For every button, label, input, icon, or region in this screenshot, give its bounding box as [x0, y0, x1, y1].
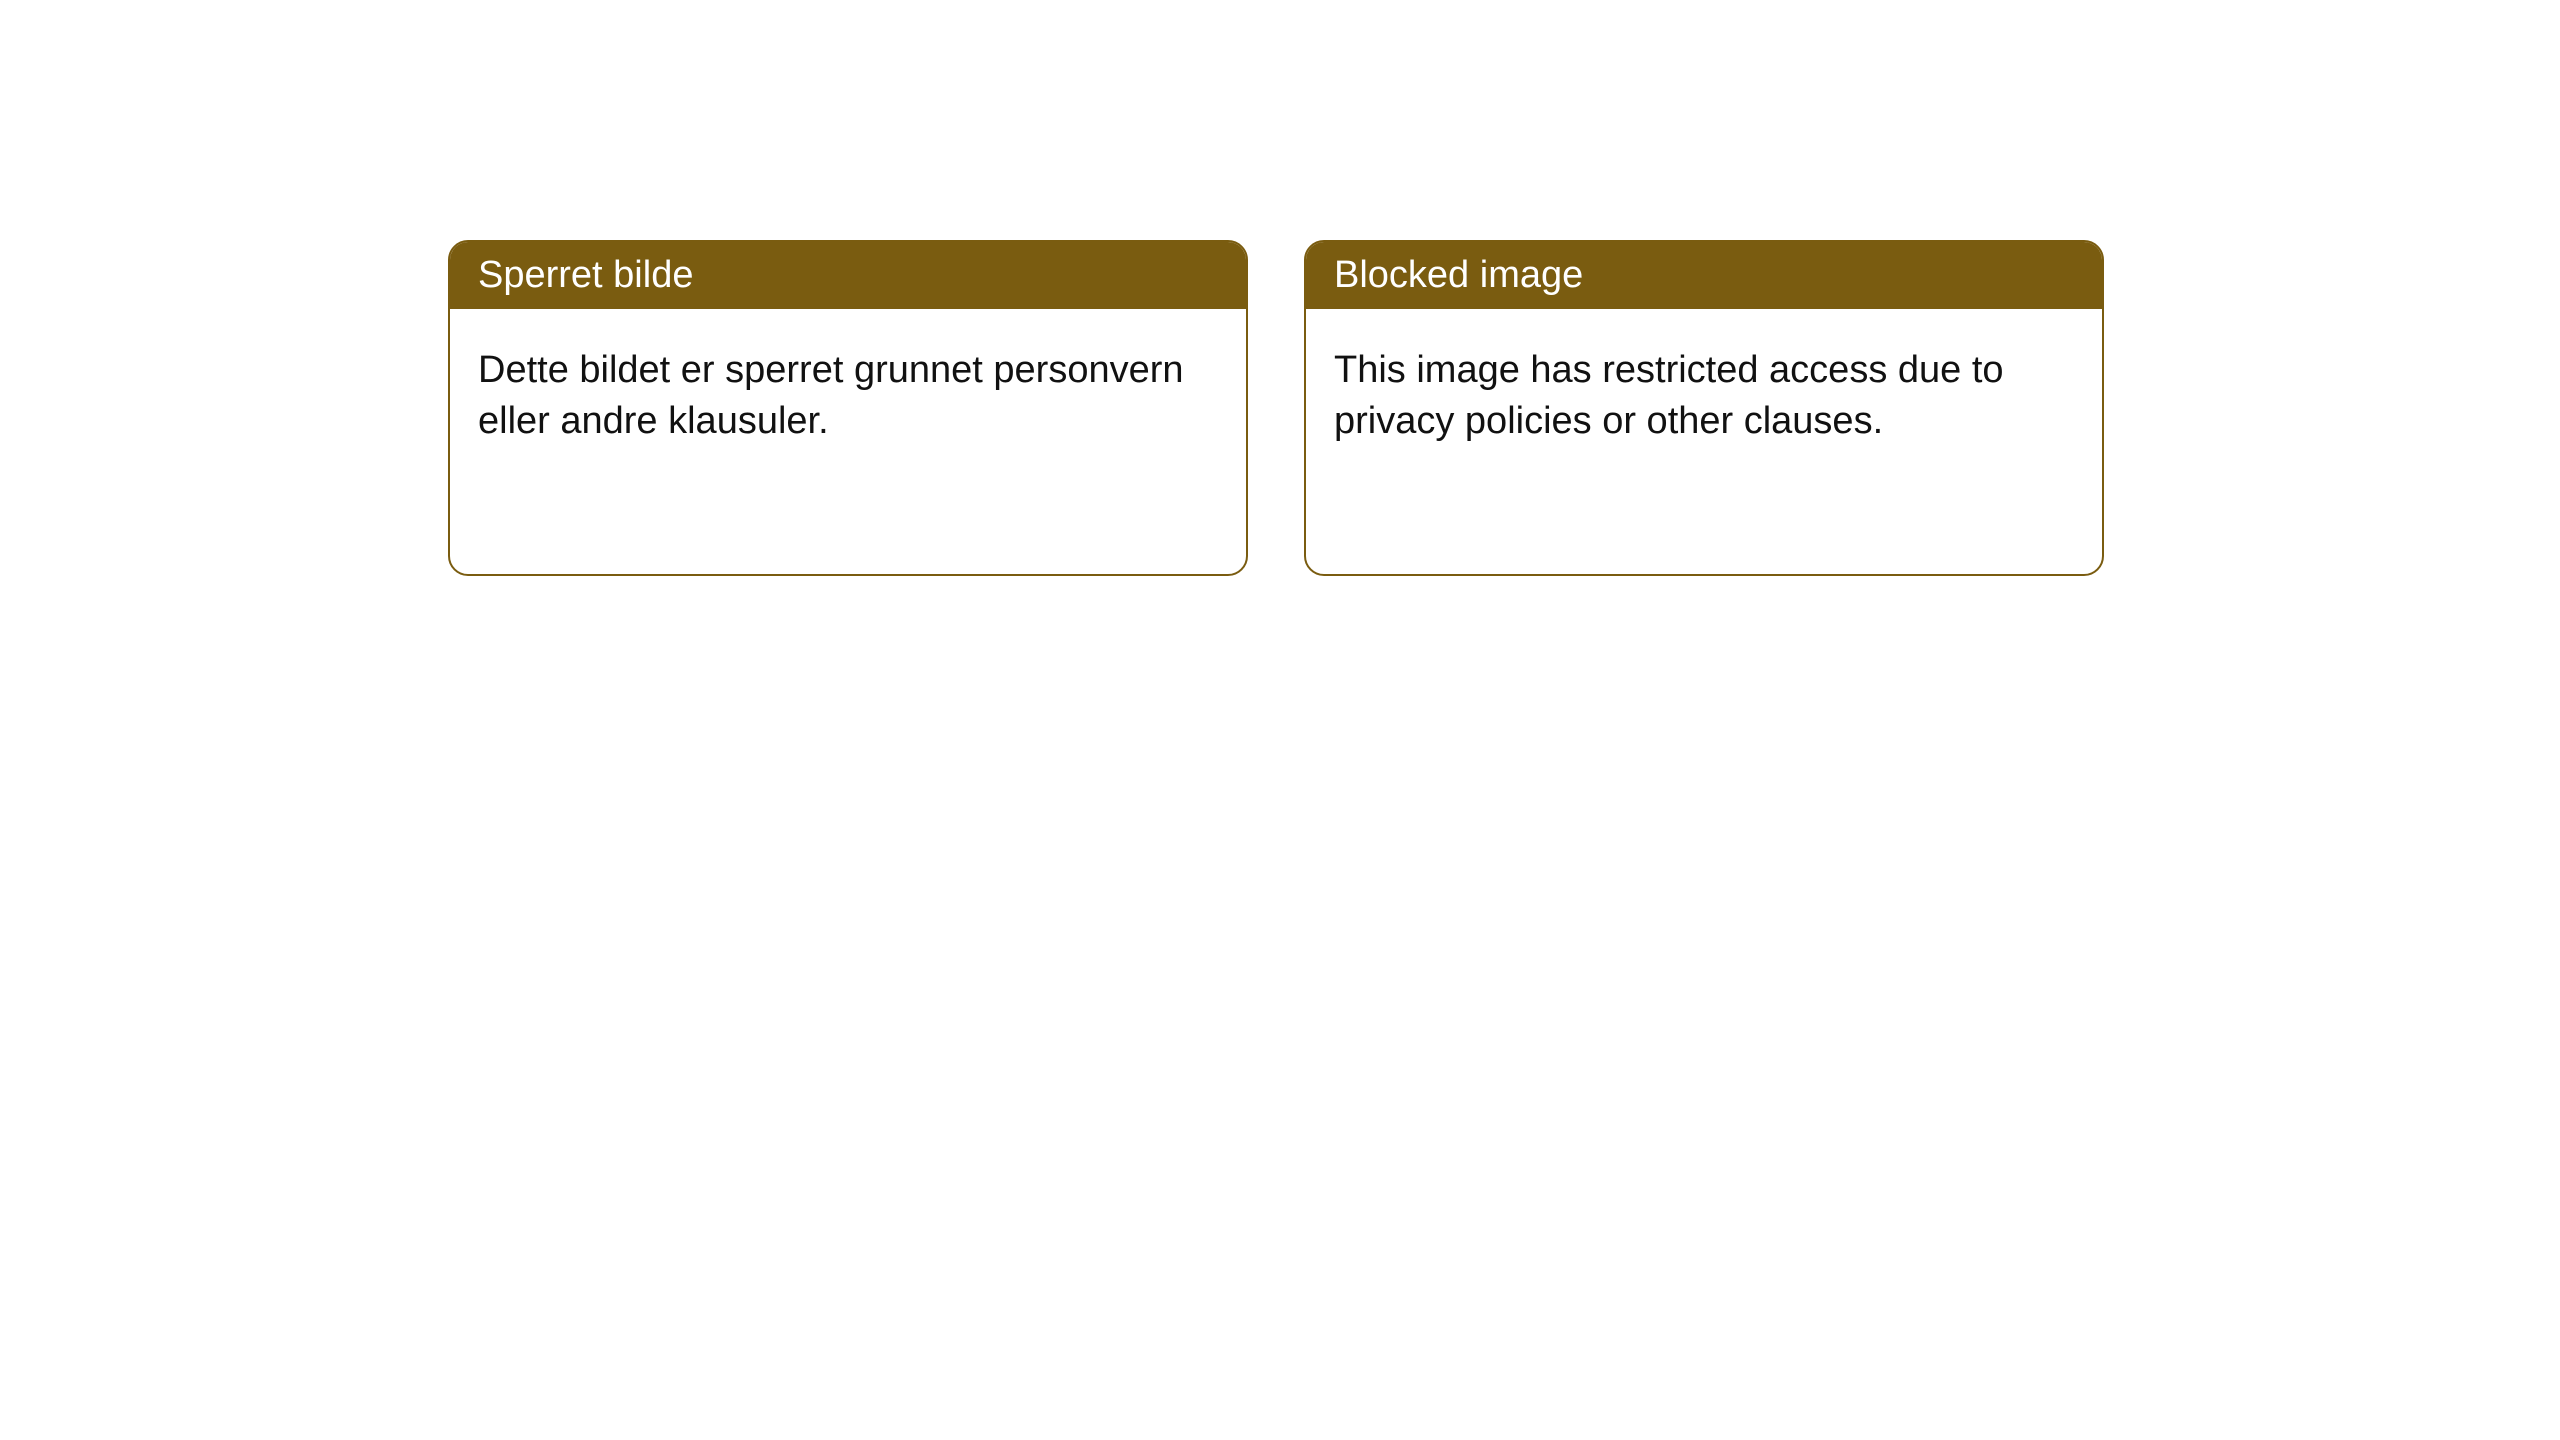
notice-card-english: Blocked image This image has restricted … [1304, 240, 2104, 576]
notice-body: This image has restricted access due to … [1306, 309, 2102, 484]
notice-header: Sperret bilde [450, 242, 1246, 309]
notice-body: Dette bildet er sperret grunnet personve… [450, 309, 1246, 484]
notices-container: Sperret bilde Dette bildet er sperret gr… [0, 0, 2560, 576]
notice-header: Blocked image [1306, 242, 2102, 309]
notice-card-norwegian: Sperret bilde Dette bildet er sperret gr… [448, 240, 1248, 576]
